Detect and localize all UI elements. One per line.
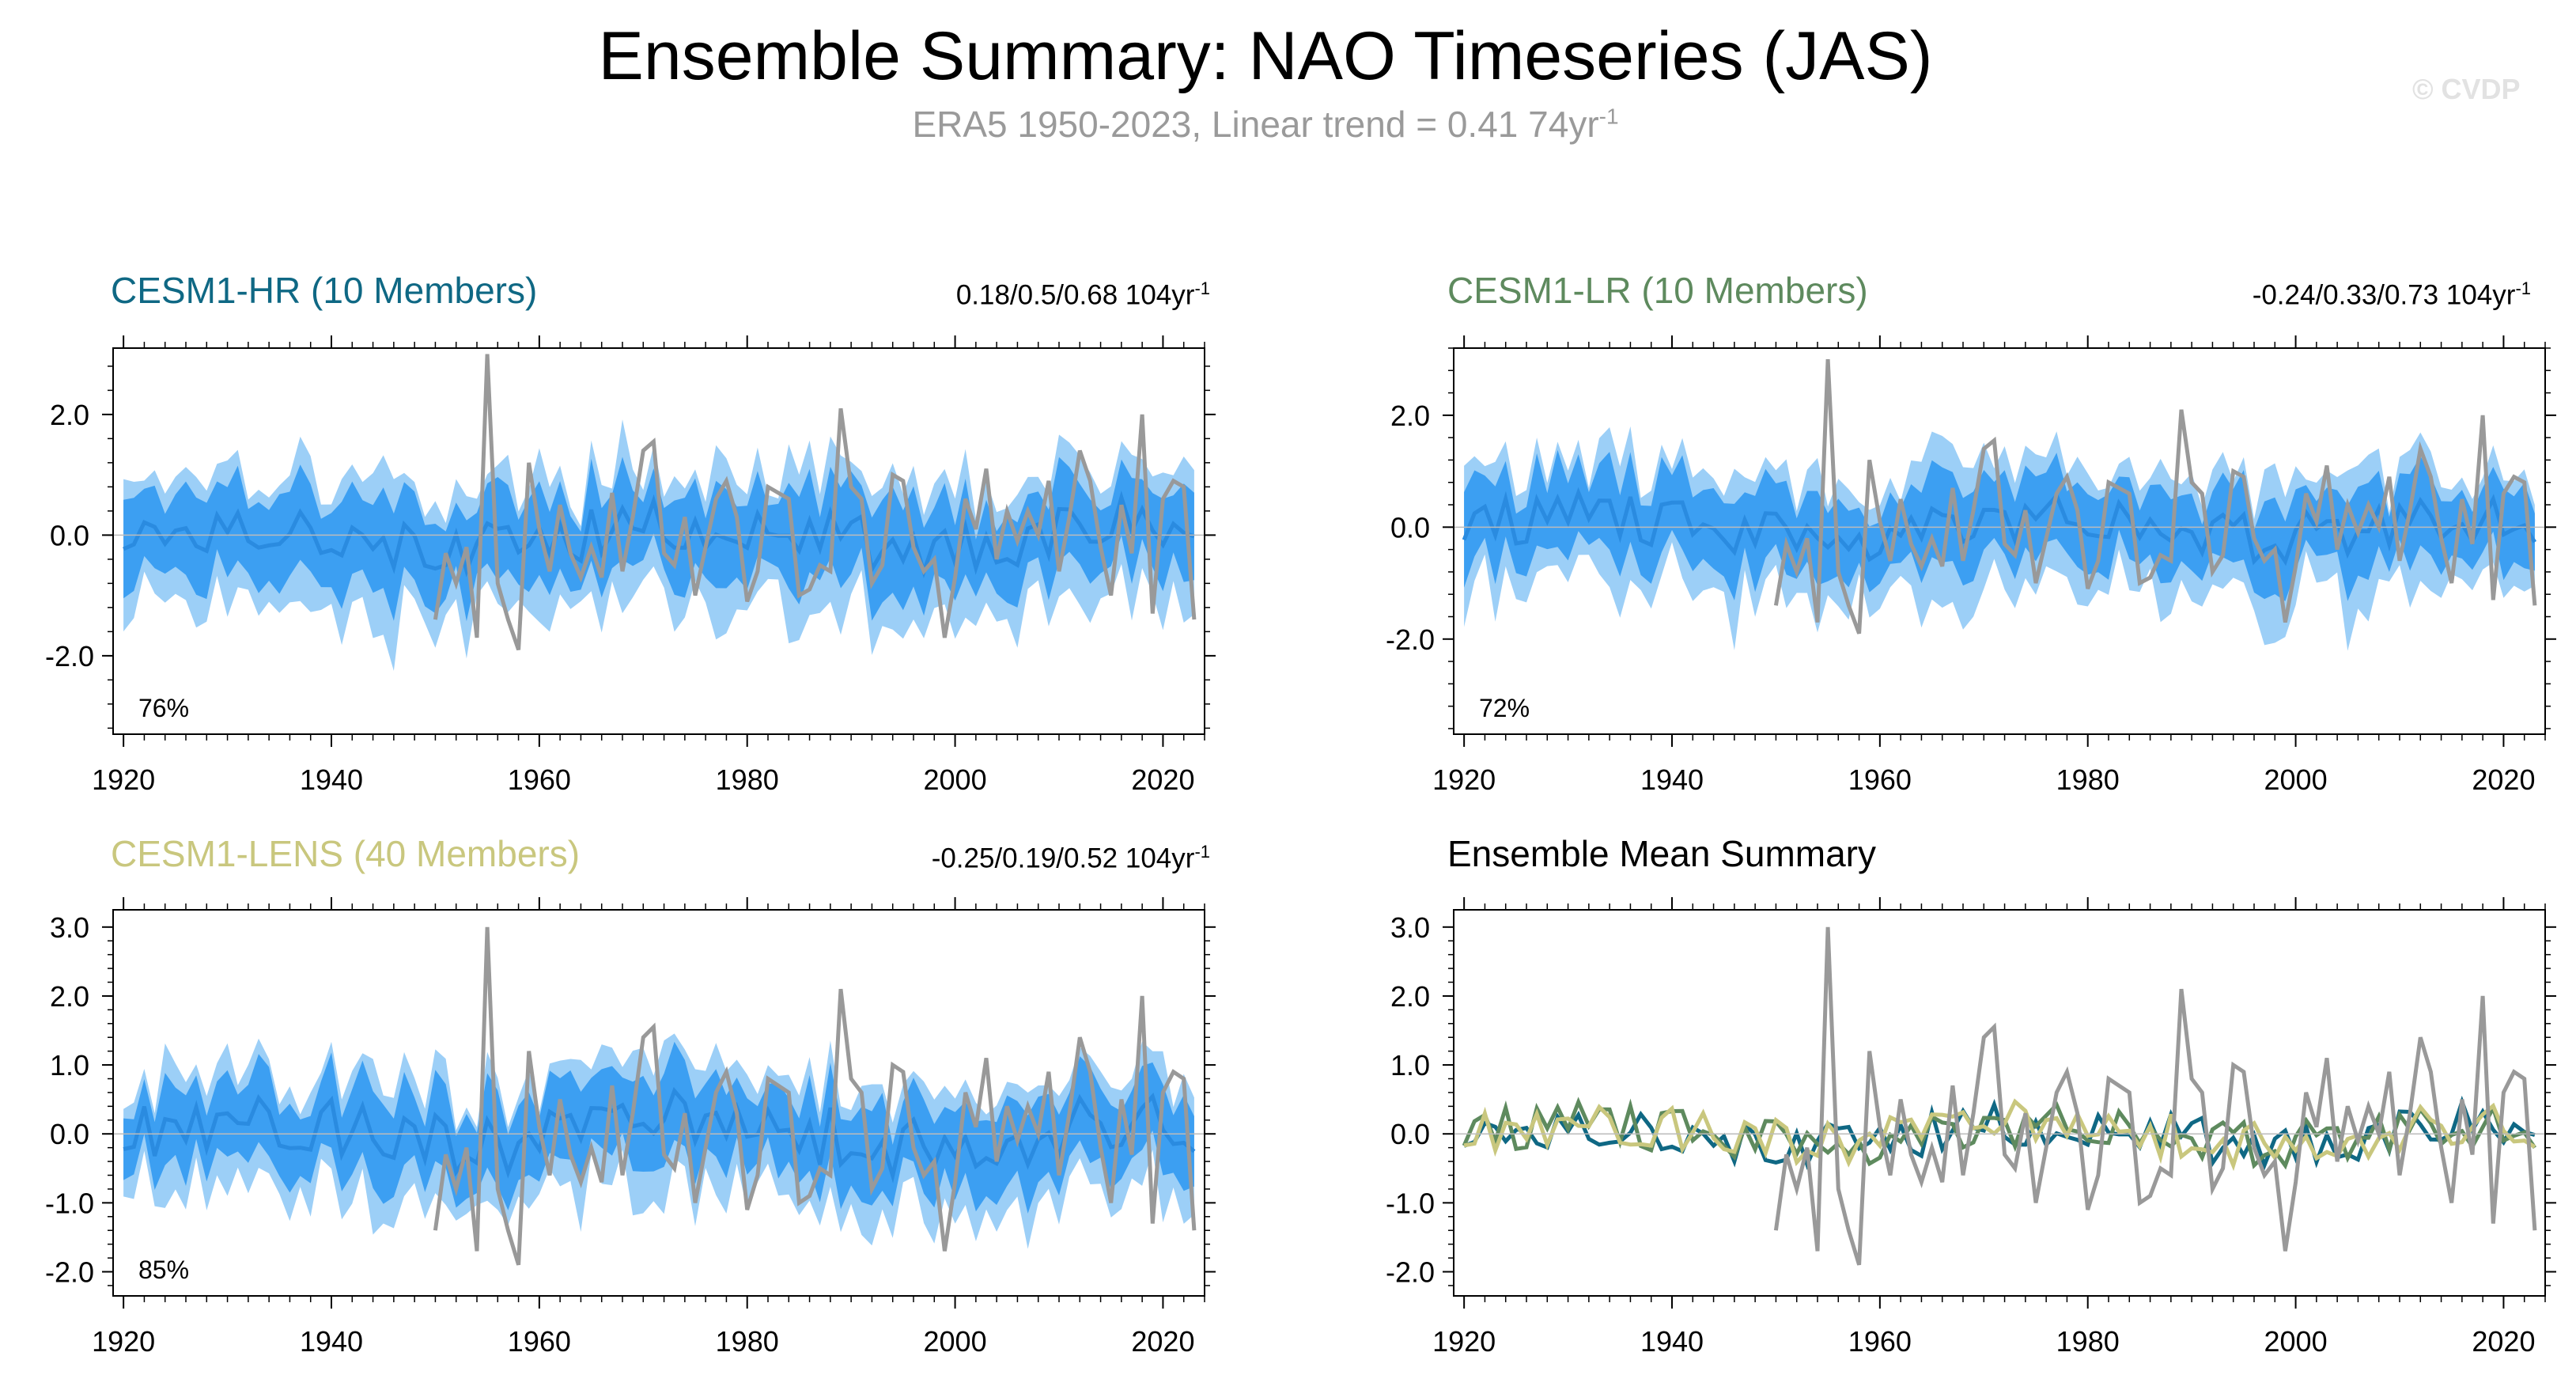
- x-tick-label: 2000: [924, 1325, 987, 1358]
- x-tick-label: 1920: [92, 763, 155, 796]
- percent-label: 85%: [138, 1256, 189, 1284]
- plot-frame: [1453, 909, 2546, 1297]
- era5-observed-line: [433, 926, 1197, 1266]
- panel-lr-stats-text: -0.24/0.33/0.73 104yr: [2252, 279, 2516, 311]
- era5-observed-line: [433, 354, 1197, 651]
- x-tick-label: 1920: [1432, 763, 1496, 796]
- x-tick-label: 2020: [2472, 763, 2535, 796]
- y-tick-label: -2.0: [1386, 623, 1435, 656]
- panel-hr-stats-text: 0.18/0.5/0.68 104yr: [955, 279, 1195, 311]
- y-tick-label: -2.0: [45, 1256, 94, 1289]
- y-tick-label: 2.0: [1390, 980, 1430, 1013]
- x-tick-label: 2000: [924, 763, 987, 796]
- panel-0: -2.0 0.0 2.0 1920 1940 1960 1980 2000 2020 76%: [45, 335, 1216, 796]
- y-tick-label: 0.0: [1390, 1118, 1430, 1150]
- plot-frame: [112, 347, 1205, 735]
- x-tick-label: 2020: [1131, 763, 1194, 796]
- percent-label: 72%: [1479, 694, 1530, 722]
- cvdp-watermark: © CVDP: [2412, 73, 2521, 105]
- y-tick-label: 1.0: [50, 1049, 89, 1081]
- x-tick-label: 1980: [716, 763, 779, 796]
- inner-spread-band: [123, 456, 1194, 622]
- x-tick-label: 1920: [1432, 1325, 1496, 1358]
- subtitle: ERA5 1950-2023, Linear trend = 0.41 74yr…: [0, 103, 2531, 146]
- x-tick-label: 1940: [1640, 763, 1704, 796]
- x-tick-label: 1960: [1848, 763, 1912, 796]
- x-tick-label: 1940: [300, 763, 363, 796]
- y-tick-label: 1.0: [1390, 1049, 1430, 1081]
- y-tick-label: 3.0: [50, 911, 89, 944]
- y-tick-label: 2.0: [50, 980, 89, 1013]
- y-tick-label: -2.0: [1386, 1256, 1435, 1289]
- y-tick-label: -1.0: [45, 1187, 94, 1219]
- x-tick-label: 2000: [2264, 763, 2328, 796]
- main-title: Ensemble Summary: NAO Timeseries (JAS): [598, 18, 1933, 94]
- panel-lr-stats: -0.24/0.33/0.73 104yr-1: [2056, 278, 2531, 312]
- y-tick-label: -2.0: [45, 640, 94, 672]
- y-tick-label: 0.0: [50, 1118, 89, 1150]
- era5-observed-line: [1773, 926, 2537, 1266]
- y-tick-label: 2.0: [1390, 400, 1430, 432]
- panel-lens-stats-exponent: -1: [1194, 842, 1210, 862]
- plot-frame: [1453, 347, 2546, 735]
- panel-mean-title: Ensemble Mean Summary: [1447, 833, 1876, 874]
- panel-lens-stats: -0.25/0.19/0.52 104yr-1: [791, 842, 1210, 875]
- era5-observed-line: [1773, 358, 2537, 634]
- x-tick-label: 1980: [716, 1325, 779, 1358]
- x-tick-label: 2020: [1131, 1325, 1194, 1358]
- x-tick-label: 1920: [92, 1325, 155, 1358]
- x-tick-label: 2000: [2264, 1325, 2328, 1358]
- subtitle-exponent: -1: [1598, 104, 1619, 129]
- y-tick-label: 3.0: [1390, 911, 1430, 944]
- panel-lens-title: CESM1-LENS (40 Members): [111, 833, 581, 874]
- x-tick-label: 2020: [2472, 1325, 2535, 1358]
- panel-hr-stats-exponent: -1: [1194, 278, 1210, 298]
- y-tick-label: 0.0: [1390, 511, 1430, 544]
- ensemble-mean-line: [123, 491, 1195, 578]
- x-tick-label: 1940: [300, 1325, 363, 1358]
- inner-spread-band: [1464, 449, 2535, 601]
- panel-hr-title: CESM1-HR (10 Members): [111, 270, 538, 311]
- panel-lens-stats-text: -0.25/0.19/0.52 104yr: [931, 843, 1195, 874]
- y-tick-label: 2.0: [50, 399, 89, 431]
- panel-lr-title: CESM1-LR (10 Members): [1447, 270, 1868, 311]
- y-tick-label: 0.0: [50, 519, 89, 551]
- subtitle-text: ERA5 1950-2023, Linear trend = 0.41 74yr: [912, 104, 1599, 145]
- plot-frame: [112, 909, 1205, 1297]
- x-tick-label: 1940: [1640, 1325, 1704, 1358]
- panel-3: -2.0 -1.0 0.0 1.0 2.0 3.0 1920 1940 1960 1980 2000…: [1386, 897, 2556, 1358]
- y-tick-label: -1.0: [1386, 1187, 1435, 1219]
- x-tick-label: 1960: [1848, 1325, 1912, 1358]
- panel-1: -2.0 0.0 2.0 1920 1940 1960 1980 2000 2020 72%: [1386, 335, 2556, 796]
- x-tick-label: 1960: [508, 763, 571, 796]
- x-tick-label: 1980: [2056, 763, 2120, 796]
- percent-label: 76%: [138, 694, 189, 722]
- x-tick-label: 1960: [508, 1325, 571, 1358]
- panel-hr-stats: 0.18/0.5/0.68 104yr-1: [791, 278, 1210, 312]
- panel-lr-stats-exponent: -1: [2515, 278, 2531, 298]
- panel-2: -2.0 -1.0 0.0 1.0 2.0 3.0 1920 1940 1960 1980 2000…: [45, 897, 1216, 1358]
- x-tick-label: 1980: [2056, 1325, 2120, 1358]
